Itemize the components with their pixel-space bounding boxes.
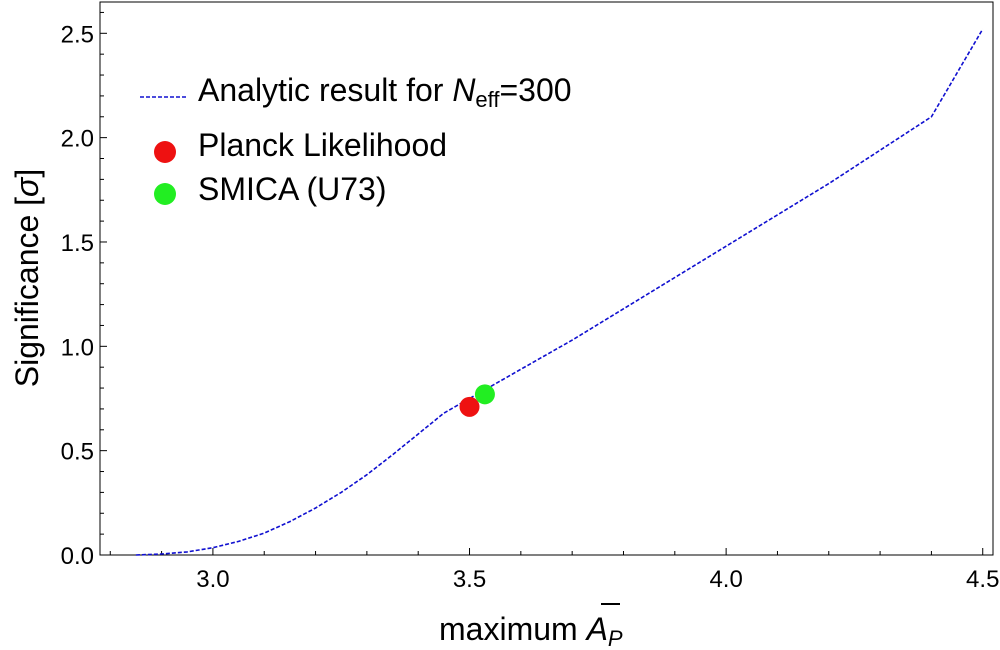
x-tick-label: 4.0 <box>709 566 742 593</box>
axis-ticks: 3.0 3.5 4.0 4.5 0.0 0.5 1.0 1.5 2.0 2.5 <box>61 11 999 593</box>
y-tick-label: 0.5 <box>61 439 94 466</box>
legend-label-analytic: Analytic result for Neff=300 <box>198 72 572 112</box>
x-tick-label: 3.0 <box>196 566 229 593</box>
legend: Analytic result for Neff=300 Planck Like… <box>140 72 572 207</box>
legend-label-planck: Planck Likelihood <box>198 127 447 163</box>
y-axis-title: Significance [σ] <box>9 169 45 388</box>
plot-frame <box>99 1 994 556</box>
legend-marker-planck <box>154 141 176 163</box>
y-tick-label: 2.5 <box>61 21 94 48</box>
y-axis-label: Significance [σ] <box>9 169 45 388</box>
x-axis-label-symbol: A <box>585 611 608 647</box>
legend-marker-smica <box>154 183 176 205</box>
legend-label-smica: SMICA (U73) <box>198 171 386 207</box>
series-layer <box>135 28 984 556</box>
y-axis-label-symbol: σ <box>9 176 45 197</box>
x-axis-label: maximum AP <box>439 611 623 650</box>
y-tick-label: 1.0 <box>61 334 94 361</box>
x-axis-label-main: maximum <box>439 611 587 647</box>
x-axis-title: maximum AP <box>439 603 623 650</box>
y-axis-label-close: ] <box>9 169 45 178</box>
y-axis-label-main: Significance [ <box>9 197 45 387</box>
y-tick-label: 2.0 <box>61 126 94 153</box>
legend-analytic-var: N <box>452 72 476 108</box>
x-axis-label-subscript: P <box>608 626 623 650</box>
y-tick-label: 1.5 <box>61 230 94 257</box>
data-point <box>459 396 480 417</box>
data-point <box>474 384 495 405</box>
legend-analytic-pre: Analytic result for <box>198 72 452 108</box>
plot-area <box>99 1 994 556</box>
legend-analytic-post: =300 <box>499 72 571 108</box>
x-tick-label: 4.5 <box>966 566 999 593</box>
x-tick-label: 3.5 <box>453 566 486 593</box>
y-tick-label: 0.0 <box>61 543 94 570</box>
analytic-curve <box>135 28 984 556</box>
legend-analytic-sub: eff <box>475 87 500 112</box>
